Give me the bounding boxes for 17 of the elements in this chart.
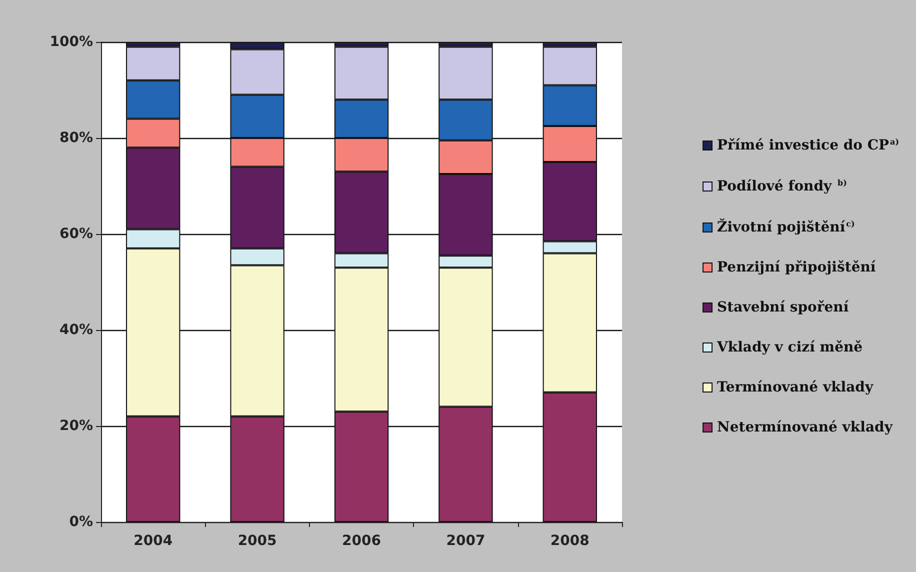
x-tick-label: 2005 [238, 533, 277, 549]
legend-label: Podílové fondy b) [717, 178, 848, 194]
y-tick-label: 40% [59, 322, 93, 338]
legend-label: Stavební spoření [717, 300, 850, 316]
y-tick-label: 100% [50, 34, 93, 50]
legend-label: Vklady v cizí měně [716, 340, 863, 356]
x-tick-label: 2008 [550, 533, 590, 549]
y-tick-label: 80% [59, 130, 93, 146]
legend-label: Netermínované vklady [717, 420, 894, 436]
y-tick-label: 60% [59, 226, 93, 242]
legend-label: Penzijní připojištění [717, 260, 876, 276]
x-tick-label: 2004 [134, 533, 173, 549]
x-tick-label: 2007 [446, 533, 486, 549]
y-tick-label: 20% [59, 418, 93, 434]
legend-label: Termínované vklady [717, 380, 874, 396]
y-tick-label: 0% [69, 514, 93, 530]
x-tick-label: 2006 [342, 533, 381, 549]
